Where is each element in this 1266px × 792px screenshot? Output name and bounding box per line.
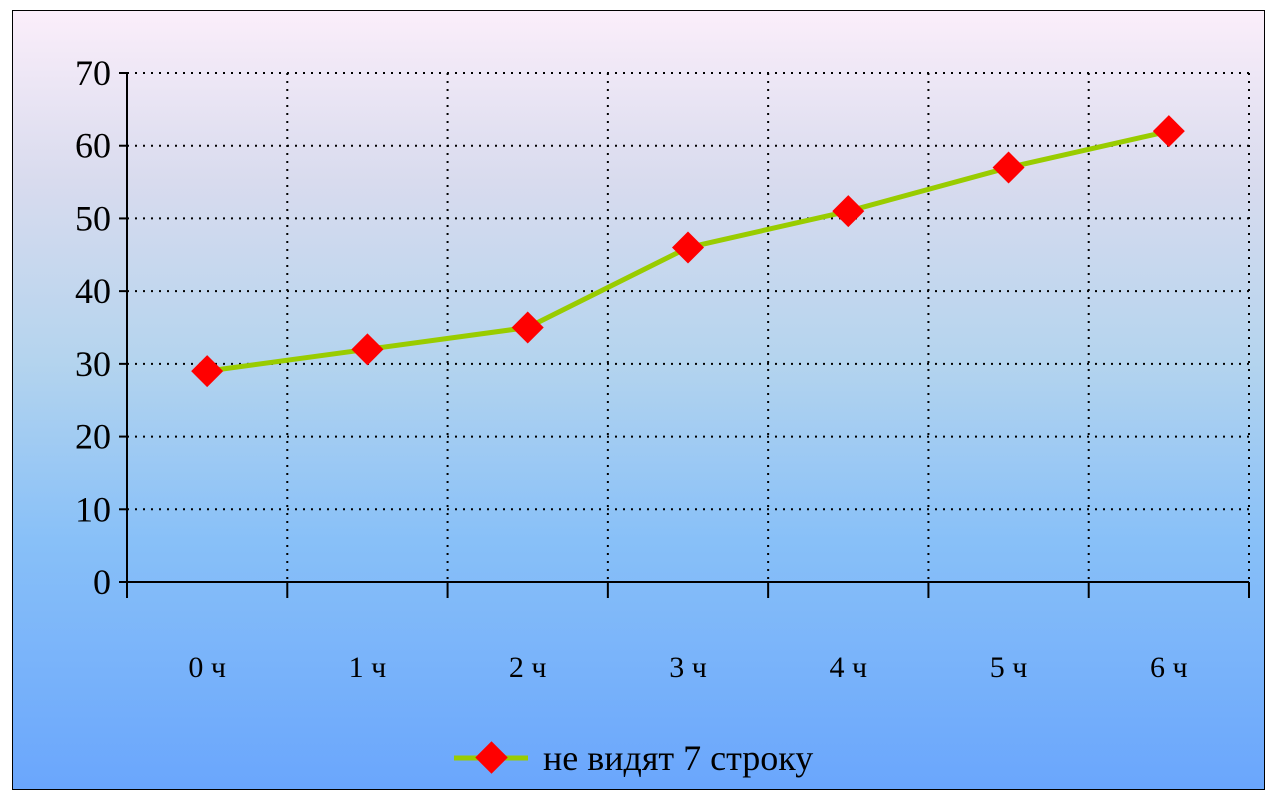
y-tick-label: 20 — [75, 417, 111, 457]
data-point-marker — [191, 355, 224, 388]
y-tick-label: 10 — [75, 489, 111, 529]
gridlines — [127, 72, 1250, 582]
series — [191, 115, 1185, 388]
y-tick-labels: 0 10 20 30 40 50 60 70 — [75, 53, 111, 602]
x-tick-label: 0 ч — [188, 651, 226, 684]
x-tick-label: 5 ч — [990, 651, 1028, 684]
data-point-marker — [832, 195, 865, 228]
legend: не видят 7 строку — [454, 738, 813, 778]
y-tick-label: 40 — [75, 271, 111, 311]
y-tick-label: 70 — [75, 53, 111, 93]
data-point-marker — [1152, 115, 1185, 148]
x-tick-label: 1 ч — [349, 651, 387, 684]
x-tick-label: 6 ч — [1150, 651, 1188, 684]
data-point-marker — [511, 311, 544, 344]
x-tick-label: 2 ч — [509, 651, 547, 684]
legend-marker-swatch — [475, 741, 508, 774]
data-point-marker — [672, 231, 704, 264]
x-tick-labels: 0 ч 1 ч 2 ч 3 ч 4 ч 5 ч 6 ч — [188, 651, 1187, 684]
data-point-marker — [351, 333, 384, 366]
x-tick-label: 3 ч — [669, 651, 707, 684]
line-chart: 0 10 20 30 40 50 60 70 0 ч 1 ч 2 ч 3 ч 4 ч 5 ч 6 ч не… — [75, 53, 1250, 778]
legend-label: не видят 7 строку — [543, 738, 813, 778]
data-point-marker — [992, 151, 1025, 184]
y-tick-label: 30 — [75, 344, 111, 384]
y-tick-label: 60 — [75, 126, 111, 166]
axes — [119, 72, 1250, 598]
x-tick-label: 4 ч — [829, 651, 867, 684]
y-tick-label: 50 — [75, 198, 111, 238]
chart-area: 0 10 20 30 40 50 60 70 0 ч 1 ч 2 ч 3 ч 4 ч 5 ч 6 ч не… — [12, 10, 1265, 790]
y-tick-label: 0 — [93, 562, 111, 602]
